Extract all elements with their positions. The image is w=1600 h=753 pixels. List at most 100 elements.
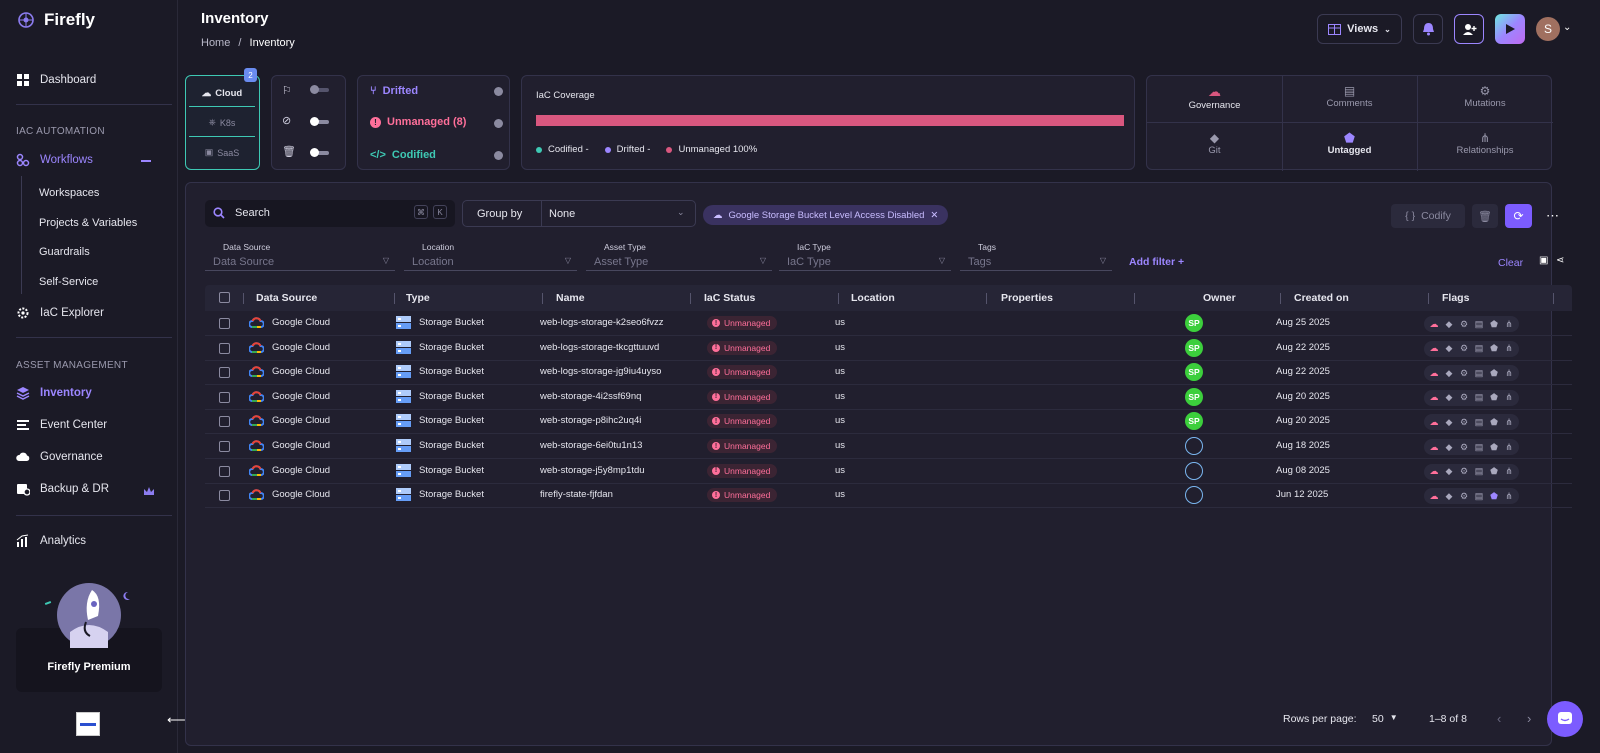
relationships-icon[interactable]: ⋔	[1505, 392, 1513, 403]
nav-projects-variables[interactable]: Projects & Variables	[39, 217, 138, 229]
comment-icon[interactable]: ▤	[1474, 466, 1484, 477]
name-cell[interactable]: web-logs-storage-tkcgttuuvd	[540, 341, 660, 353]
filter-asset-type[interactable]: Asset Type Asset Type ▽	[586, 242, 772, 271]
insight-relationships[interactable]: ⋔ Relationships	[1417, 131, 1553, 156]
row-checkbox[interactable]	[219, 416, 230, 428]
select-all-checkbox[interactable]	[219, 292, 230, 303]
row-checkbox[interactable]	[219, 490, 230, 502]
name-cell[interactable]: web-storage-p8ihc2uq4i	[540, 415, 642, 427]
git-icon[interactable]: ◆	[1445, 343, 1453, 354]
user-icon[interactable]	[1185, 486, 1203, 505]
deleted-toggle[interactable]	[310, 148, 329, 157]
name-cell[interactable]: web-logs-storage-jg9iu4uyso	[540, 366, 662, 378]
nav-analytics[interactable]: Analytics	[16, 534, 86, 548]
insight-git[interactable]: ◆ Git	[1147, 131, 1282, 156]
active-filter-chip[interactable]: ☁ Google Storage Bucket Level Access Dis…	[703, 205, 949, 225]
name-cell[interactable]: web-storage-6ei0tu1n13	[540, 440, 643, 451]
app-logo[interactable]: Firefly	[16, 10, 95, 30]
git-icon[interactable]: ◆	[1445, 490, 1453, 501]
help-icon[interactable]	[494, 119, 503, 128]
notifications-button[interactable]	[1413, 14, 1443, 44]
provider-k8s[interactable]: ⎈ K8s	[189, 109, 255, 137]
cloud-alert-icon[interactable]: ☁	[1429, 392, 1439, 403]
mutations-icon[interactable]: ⚙	[1459, 441, 1469, 452]
filter-iac-type[interactable]: IaC Type IaC Type ▽	[779, 242, 951, 271]
row-checkbox[interactable]	[219, 441, 230, 452]
nav-event-center[interactable]: Event Center	[16, 418, 107, 432]
insight-governance[interactable]: ☁ Governance	[1147, 84, 1282, 111]
mutations-icon[interactable]: ⚙	[1459, 367, 1469, 378]
share-icon[interactable]: ⋖	[1556, 255, 1565, 266]
git-icon[interactable]: ◆	[1445, 441, 1453, 452]
cloud-alert-icon[interactable]: ☁	[1429, 490, 1439, 501]
mutations-icon[interactable]: ⚙	[1459, 318, 1469, 329]
mutations-icon[interactable]: ⚙	[1459, 416, 1469, 427]
name-cell[interactable]: web-storage-j5y8mp1tdu	[540, 464, 645, 476]
search-input[interactable]: Search ⌘ K	[205, 200, 455, 227]
git-icon[interactable]: ◆	[1445, 466, 1453, 477]
more-options-icon[interactable]: ⋯	[1546, 208, 1559, 223]
comment-icon[interactable]: ▤	[1474, 367, 1484, 378]
user-icon[interactable]	[1185, 437, 1203, 455]
help-icon[interactable]	[494, 87, 503, 96]
group-by-select[interactable]: Group by None ⌄	[462, 200, 696, 227]
comment-icon[interactable]: ▤	[1474, 441, 1484, 452]
user-icon[interactable]	[1185, 461, 1203, 480]
delete-button[interactable]: 🗑	[1472, 204, 1498, 228]
table-row[interactable]: Google Cloud Storage Bucket web-storage-…	[205, 459, 1572, 484]
row-checkbox[interactable]	[219, 367, 230, 379]
relationships-icon[interactable]: ⋔	[1505, 367, 1513, 378]
mutations-icon[interactable]: ⚙	[1459, 392, 1469, 403]
nav-inventory[interactable]: Inventory	[16, 386, 92, 400]
comment-icon[interactable]: ▤	[1474, 416, 1484, 427]
table-row[interactable]: Google Cloud Storage Bucket web-logs-sto…	[205, 336, 1572, 361]
col-type[interactable]: Type	[406, 292, 430, 304]
collapse-sidebar-icon[interactable]: ⟵	[167, 712, 186, 727]
cloud-alert-icon[interactable]: ☁	[1429, 367, 1439, 378]
insight-comments[interactable]: ▤ Comments	[1282, 84, 1417, 109]
owner-avatar[interactable]: SP	[1185, 363, 1203, 382]
next-page-icon[interactable]: ›	[1527, 711, 1532, 726]
col-created-on[interactable]: Created on	[1294, 292, 1349, 304]
tag-icon[interactable]: ⬟	[1490, 466, 1498, 477]
provider-cloud[interactable]: ☁ Cloud	[189, 80, 255, 107]
status-drifted[interactable]: ⑂ Drifted	[370, 85, 418, 97]
col-flags[interactable]: Flags	[1442, 292, 1470, 304]
row-checkbox[interactable]	[219, 465, 230, 477]
status-unmanaged[interactable]: ! Unmanaged (8)	[370, 116, 466, 128]
nav-backup-dr[interactable]: Backup & DR	[16, 482, 109, 496]
flag-toggle[interactable]	[310, 85, 329, 94]
cloud-alert-icon[interactable]: ☁	[1429, 466, 1439, 477]
name-cell[interactable]: web-storage-4i2ssf69nq	[540, 390, 642, 402]
tag-icon[interactable]: ⬟	[1490, 367, 1498, 378]
nav-governance[interactable]: Governance	[16, 450, 103, 464]
invite-user-button[interactable]	[1454, 14, 1484, 44]
codify-button[interactable]: { } Codify	[1391, 204, 1465, 228]
comment-icon[interactable]: ▤	[1474, 318, 1484, 329]
table-row[interactable]: Google Cloud Storage Bucket web-storage-…	[205, 385, 1572, 410]
tag-icon[interactable]: ⬟	[1490, 416, 1498, 427]
col-properties[interactable]: Properties	[1001, 292, 1053, 304]
owner-avatar[interactable]: SP	[1185, 412, 1203, 431]
mutations-icon[interactable]: ⚙	[1459, 466, 1469, 477]
relationships-icon[interactable]: ⋔	[1505, 466, 1513, 477]
help-icon[interactable]	[494, 151, 503, 160]
tag-icon[interactable]: ⬟	[1490, 392, 1498, 403]
nav-workflows[interactable]: Workflows	[16, 153, 93, 167]
owner-avatar[interactable]: SP	[1185, 338, 1203, 357]
chat-support-button[interactable]	[1547, 701, 1583, 737]
table-row[interactable]: Google Cloud Storage Bucket firefly-stat…	[205, 483, 1572, 509]
prev-page-icon[interactable]: ‹	[1497, 711, 1502, 726]
git-icon[interactable]: ◆	[1445, 416, 1453, 427]
views-button[interactable]: Views ⌄	[1317, 14, 1402, 44]
cloud-alert-icon[interactable]: ☁	[1429, 343, 1439, 354]
save-icon[interactable]: ▣	[1539, 255, 1549, 266]
table-row[interactable]: Google Cloud Storage Bucket web-storage-…	[205, 434, 1572, 459]
relationships-icon[interactable]: ⋔	[1505, 318, 1513, 329]
filter-tags[interactable]: Tags Tags ▽	[960, 242, 1112, 271]
nav-iac-explorer[interactable]: IaC Explorer	[16, 306, 104, 320]
collapse-icon[interactable]	[141, 160, 151, 162]
comment-icon[interactable]: ▤	[1474, 392, 1484, 403]
table-row[interactable]: Google Cloud Storage Bucket web-storage-…	[205, 409, 1572, 435]
avatar[interactable]: S	[1536, 17, 1560, 41]
